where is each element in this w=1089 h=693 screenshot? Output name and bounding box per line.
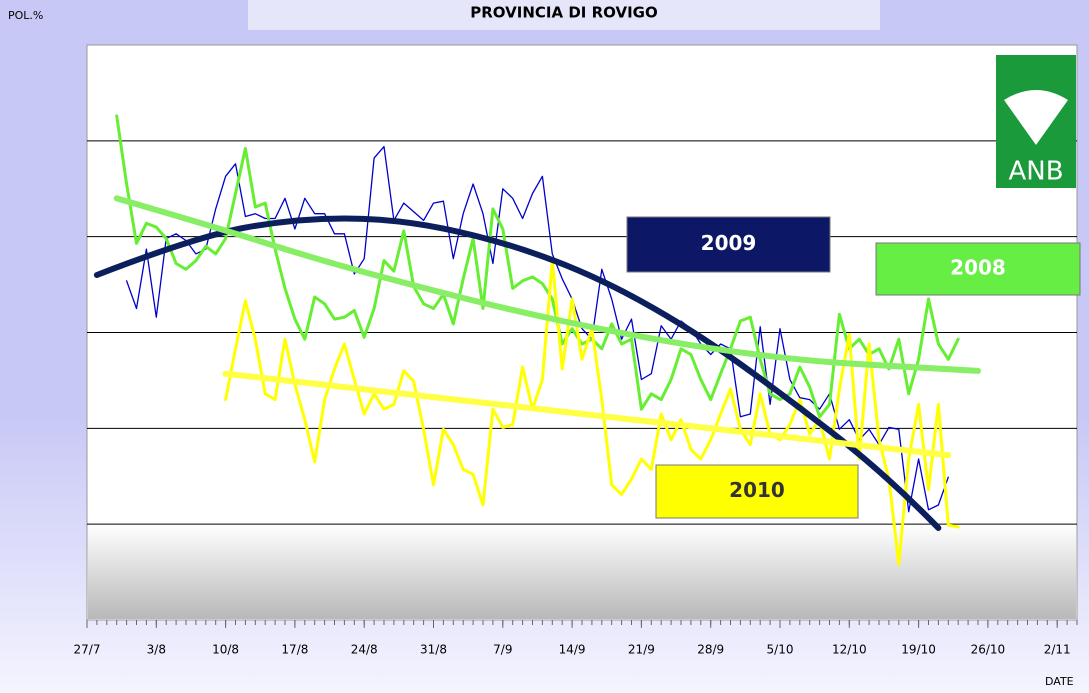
trend-line <box>93 215 942 531</box>
legend-label: 2008 <box>950 256 1006 280</box>
x-axis-label: DATE <box>1045 675 1074 688</box>
legend-label: 2010 <box>729 478 785 502</box>
x-tick-label: 7/9 <box>493 643 512 657</box>
title-box <box>248 0 880 30</box>
legend-item: 2008 <box>875 242 1081 296</box>
legend-item: 2010 <box>655 464 859 519</box>
x-tick-label: 24/8 <box>351 643 378 657</box>
x-tick-label: 5/10 <box>767 643 794 657</box>
trend-line <box>222 370 952 459</box>
x-tick-label: 10/8 <box>212 643 239 657</box>
x-tick-label: 2/11 <box>1044 643 1071 657</box>
logo-text: ANB <box>1008 157 1063 187</box>
logo-icon <box>1004 90 1068 145</box>
legend-box <box>626 216 831 273</box>
x-tick-label: 26/10 <box>971 643 1006 657</box>
x-tick-label: 12/10 <box>832 643 867 657</box>
x-tick-label: 21/9 <box>628 643 655 657</box>
x-tick-label: 3/8 <box>147 643 166 657</box>
legend-item: 2009 <box>626 216 831 273</box>
chart-title: PROVINCIA DI ROVIGO <box>470 4 657 22</box>
series-line <box>115 114 960 419</box>
x-tick-label: 17/8 <box>281 643 308 657</box>
plot-floor <box>88 524 1076 619</box>
x-tick-label: 31/8 <box>420 643 447 657</box>
y-axis-label: POL.% <box>8 9 43 22</box>
x-tick-label: 14/9 <box>559 643 586 657</box>
x-tick-label: 28/9 <box>697 643 724 657</box>
legend-box <box>875 242 1081 296</box>
x-tick-label: 27/7 <box>74 643 101 657</box>
legend-label: 2009 <box>701 231 757 255</box>
legend-box <box>655 464 859 519</box>
series-line <box>125 145 949 513</box>
x-tick-label: 19/10 <box>901 643 936 657</box>
logo: ANB <box>996 55 1076 188</box>
trend-line <box>113 195 981 374</box>
